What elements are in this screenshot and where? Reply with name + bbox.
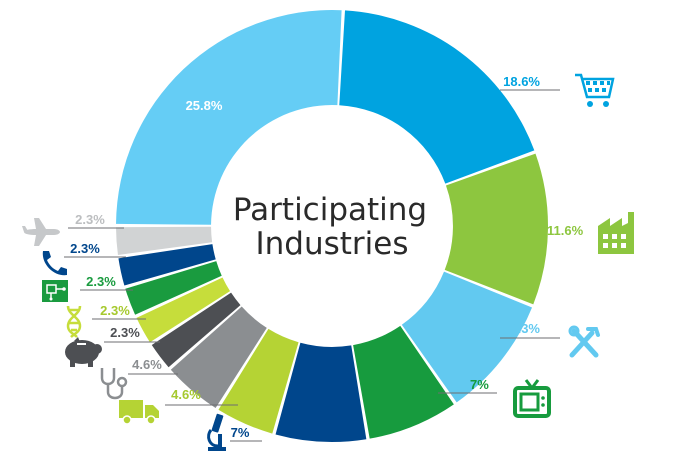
circuit-chip-icon [42, 280, 68, 302]
slice-value-label: 9.3% [510, 321, 540, 336]
slice-value-label: 2.3% [70, 241, 100, 256]
slice-value-label: 7% [231, 425, 250, 440]
slice-value-label: 2.3% [100, 303, 130, 318]
slice-value-label: 25.8% [186, 98, 223, 113]
donut-slice [170, 306, 267, 408]
microscope-icon [207, 413, 226, 451]
donut-slice [118, 244, 216, 286]
telephone-icon [42, 251, 67, 276]
donut-slice [444, 153, 548, 305]
slice-value-label: 2.3% [110, 325, 140, 340]
piggy-bank-icon [65, 337, 102, 367]
donut-slice [218, 328, 299, 434]
donut-slice [275, 342, 367, 443]
slice-value-label: 11.6% [547, 223, 584, 238]
donut-slice [151, 292, 241, 368]
shopping-cart-icon [575, 73, 615, 107]
factory-icon [598, 212, 634, 254]
delivery-truck-icon [119, 400, 159, 425]
donut-slice [353, 325, 454, 439]
tools-icon [568, 325, 600, 358]
chart-title-line-2: Industries [255, 226, 408, 262]
airplane-icon [22, 218, 60, 246]
chart-title-line-1: Participating [233, 192, 427, 228]
slice-value-label: 7% [470, 377, 489, 392]
donut-slice [401, 271, 533, 403]
leader-lines [64, 89, 560, 442]
slice-value-label: 4.6% [132, 357, 162, 372]
donut-slice [116, 226, 213, 255]
slice-value-label: 2.3% [75, 212, 105, 227]
stethoscope-icon [100, 368, 128, 400]
dna-icon [66, 305, 82, 338]
slice-value-label: 2.3% [86, 274, 116, 289]
donut-slice [116, 10, 342, 225]
donut-slice [125, 261, 222, 315]
slice-labels: 18.6% 11.6% 9.3% 7% 7% 4.6% 4.6% 2.3% 2.3% 2.3% 2.… [70, 74, 583, 440]
slice-value-label: 18.6% [503, 74, 540, 89]
donut-slice [136, 277, 231, 343]
television-icon [513, 379, 551, 418]
donut-slice [339, 10, 535, 184]
slice-value-label: 4.6% [171, 387, 201, 402]
donut-slices [116, 10, 548, 443]
